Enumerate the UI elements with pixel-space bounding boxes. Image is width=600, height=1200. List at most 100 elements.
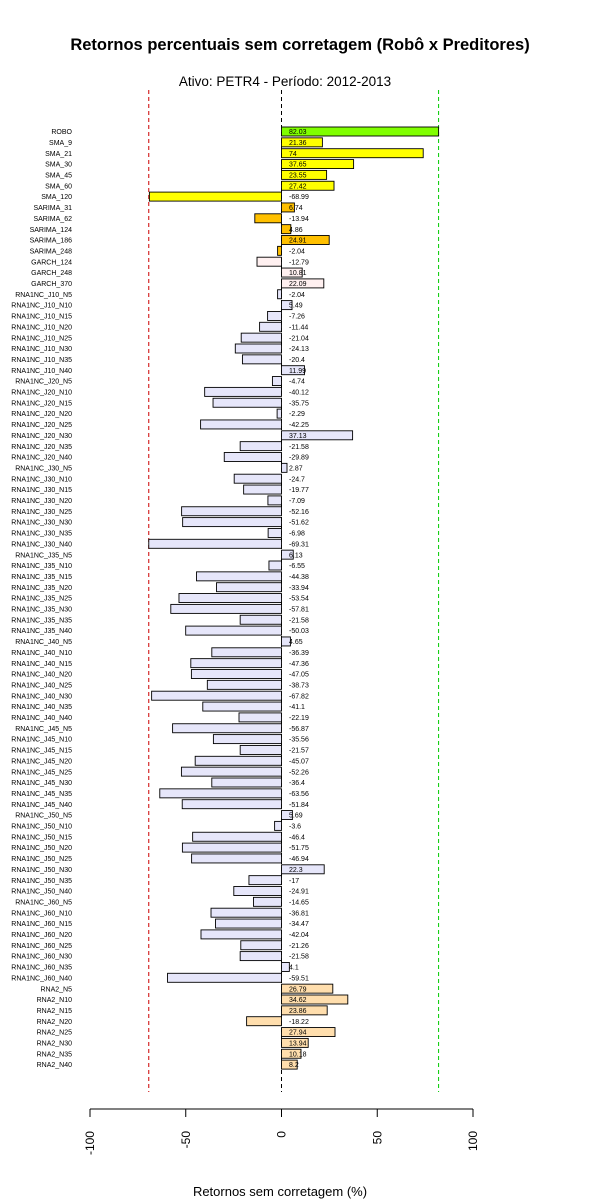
bar-62 bbox=[181, 799, 282, 810]
bar-35 bbox=[181, 506, 282, 517]
bar-42 bbox=[216, 582, 282, 593]
category-label: RNA1NC_J35_N25 bbox=[11, 596, 72, 603]
value-label: 23.86 bbox=[289, 1008, 307, 1015]
bar-63 bbox=[281, 810, 293, 820]
bar-67 bbox=[191, 853, 282, 864]
value-label: -21.04 bbox=[289, 335, 309, 342]
bar-8 bbox=[254, 213, 282, 224]
bar-27 bbox=[200, 419, 282, 430]
value-label: 11.99 bbox=[289, 368, 306, 375]
x-tick-label: 0 bbox=[275, 1131, 289, 1138]
bar-20 bbox=[234, 343, 282, 354]
category-label: RNA2_N35 bbox=[37, 1051, 73, 1058]
value-label: -11.44 bbox=[289, 324, 308, 331]
category-label: RNA1NC_J45_N25 bbox=[11, 769, 72, 776]
category-label: RNA1NC_J35_N40 bbox=[11, 628, 72, 635]
bar-6 bbox=[148, 191, 282, 202]
x-tick-label: 50 bbox=[370, 1131, 384, 1145]
category-label: RNA1NC_J50_N30 bbox=[11, 867, 72, 874]
category-label: RNA1NC_J60_N30 bbox=[11, 954, 72, 961]
value-label: -36.4 bbox=[289, 780, 305, 787]
category-label: SMA_120 bbox=[41, 194, 72, 201]
category-label: RNA1NC_J35_N20 bbox=[11, 585, 72, 592]
value-label: -36.39 bbox=[289, 650, 309, 657]
value-label: -6.55 bbox=[289, 563, 305, 570]
value-label: -57.81 bbox=[289, 607, 309, 614]
bar-54 bbox=[238, 712, 282, 723]
category-label: SMA_60 bbox=[45, 183, 72, 190]
bar-80 bbox=[281, 994, 349, 1005]
chart-title: Retornos percentuais sem corretagem (Rob… bbox=[70, 36, 530, 54]
category-label: RNA1NC_J40_N30 bbox=[11, 693, 72, 700]
value-label: -44.38 bbox=[289, 574, 309, 581]
bar-34 bbox=[267, 495, 282, 506]
value-label: -47.36 bbox=[289, 661, 309, 668]
value-label: 10.81 bbox=[289, 270, 307, 277]
category-label: RNA1NC_J20_N35 bbox=[11, 444, 72, 451]
value-label: -2.04 bbox=[289, 292, 305, 299]
bar-0 bbox=[281, 126, 440, 137]
value-label: -45.07 bbox=[289, 758, 309, 765]
category-label: RNA1NC_J30_N30 bbox=[11, 520, 72, 527]
category-label: RNA1NC_J20_N5 bbox=[15, 379, 72, 386]
bar-58 bbox=[194, 755, 282, 766]
category-label: SMA_9 bbox=[49, 140, 72, 147]
category-label: RNA1NC_J35_N15 bbox=[11, 574, 72, 581]
category-label: RNA2_N10 bbox=[37, 997, 73, 1004]
bar-14 bbox=[281, 278, 325, 289]
category-label: RNA1NC_J45_N35 bbox=[11, 791, 72, 798]
category-label: RNA1NC_J35_N35 bbox=[11, 617, 72, 624]
category-label: SARIMA_31 bbox=[33, 205, 72, 212]
bar-51 bbox=[206, 679, 282, 690]
category-label: RNA1NC_J30_N35 bbox=[11, 531, 72, 538]
value-label: 27.42 bbox=[289, 183, 307, 190]
bar-60 bbox=[211, 777, 282, 788]
value-label: 6.13 bbox=[289, 552, 303, 559]
value-label: -46.94 bbox=[289, 856, 309, 863]
value-label: 4.1 bbox=[289, 965, 299, 972]
value-label: -2.29 bbox=[289, 411, 305, 418]
value-label: -35.75 bbox=[289, 400, 309, 407]
bar-46 bbox=[185, 625, 282, 636]
bar-53 bbox=[202, 701, 282, 712]
bar-25 bbox=[212, 397, 282, 408]
bar-11 bbox=[277, 245, 282, 256]
value-label: -50.03 bbox=[289, 628, 309, 635]
bar-48 bbox=[211, 647, 282, 658]
bar-85 bbox=[281, 1048, 302, 1059]
category-label: RNA1NC_J35_N10 bbox=[11, 563, 72, 570]
category-label: RNA1NC_J30_N20 bbox=[11, 498, 72, 505]
bar-18 bbox=[259, 321, 282, 332]
bar-61 bbox=[159, 788, 282, 799]
category-label: RNA1NC_J20_N25 bbox=[11, 422, 72, 429]
x-tick-label: -50 bbox=[179, 1131, 193, 1149]
bar-79 bbox=[281, 983, 334, 994]
category-label: RNA1NC_J40_N35 bbox=[11, 704, 72, 711]
value-label: -20.4 bbox=[289, 357, 305, 364]
value-label: 23.55 bbox=[289, 173, 307, 180]
bar-74 bbox=[200, 929, 282, 940]
value-label: -42.25 bbox=[289, 422, 309, 429]
bar-39 bbox=[281, 549, 294, 560]
bar-10 bbox=[281, 235, 330, 245]
bar-26 bbox=[276, 408, 282, 419]
value-label: 74 bbox=[289, 151, 297, 158]
category-label: RNA1NC_J35_N5 bbox=[15, 552, 72, 559]
value-label: -46.4 bbox=[289, 834, 305, 841]
value-label: -19.77 bbox=[289, 487, 309, 494]
category-label: RNA1NC_J45_N10 bbox=[11, 737, 72, 744]
category-label: RNA1NC_J50_N25 bbox=[11, 856, 72, 863]
category-label: RNA1NC_J60_N5 bbox=[15, 899, 72, 906]
bar-47 bbox=[281, 636, 291, 647]
category-label: SMA_30 bbox=[45, 162, 72, 169]
bar-77 bbox=[281, 962, 290, 972]
category-label: RNA2_N15 bbox=[37, 1008, 73, 1015]
bar-50 bbox=[190, 669, 282, 679]
value-label: -52.16 bbox=[289, 509, 309, 516]
category-label: RNA1NC_J60_N25 bbox=[11, 943, 72, 950]
bar-37 bbox=[267, 528, 282, 538]
value-label: -53.54 bbox=[289, 596, 309, 603]
value-label: -33.94 bbox=[289, 585, 309, 592]
